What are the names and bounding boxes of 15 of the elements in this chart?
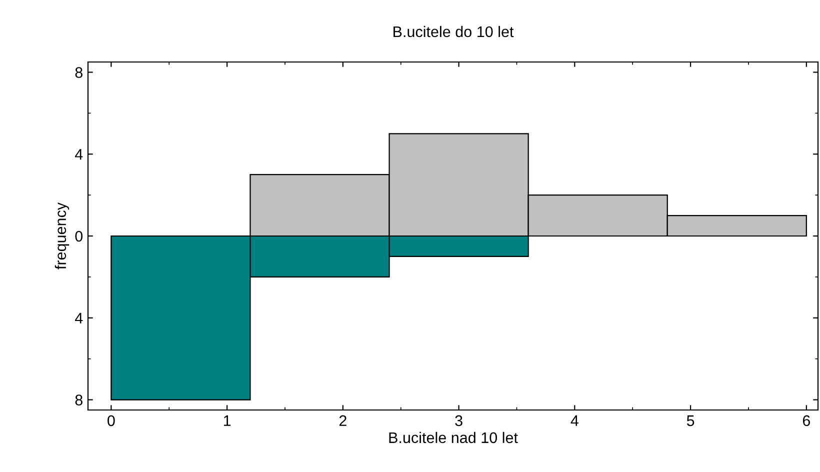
- x-tick-label: 1: [224, 415, 231, 426]
- x-tick-label: 0: [108, 415, 115, 426]
- y-tick-label: 0: [75, 230, 83, 242]
- y-axis-title: frequency: [54, 202, 70, 270]
- x-tick-label: 5: [686, 415, 694, 426]
- x-tick-label: 4: [570, 415, 578, 426]
- x-axis-title: B.ucitele nad 10 let: [389, 432, 518, 444]
- y-tick-label: 4: [74, 149, 83, 160]
- y-tick-label: 4: [74, 312, 83, 324]
- x-tick-label: 6: [802, 415, 810, 426]
- x-tick-label: 3: [455, 415, 462, 426]
- y-tick-label: 8: [75, 394, 82, 406]
- y-tick-label: 8: [75, 67, 82, 78]
- x-tick-label: 2: [339, 415, 346, 426]
- chart-title: B.ucitele do 10 let: [394, 26, 514, 38]
